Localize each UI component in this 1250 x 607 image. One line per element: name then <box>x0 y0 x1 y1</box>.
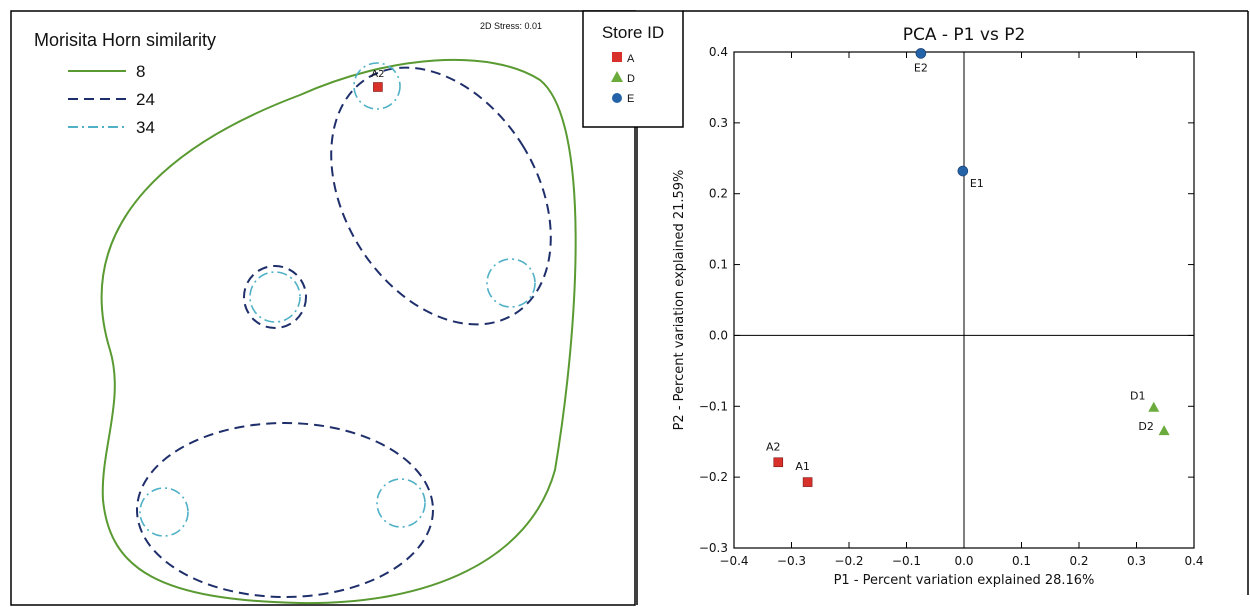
pca-title: PCA - P1 vs P2 <box>903 25 1026 45</box>
cluster-34-E <box>249 271 301 323</box>
pca-xtick-label: 0.2 <box>1069 554 1088 568</box>
cluster-24-E <box>243 265 307 329</box>
cluster-34-A2 <box>353 62 401 110</box>
pca-point-label-D2: D2 <box>1138 420 1153 433</box>
store-legend-marker-E <box>612 93 622 103</box>
mh-legend: 8 24 34 <box>68 62 155 137</box>
pca-point-E1 <box>957 165 969 177</box>
pca-point-label-E2: E2 <box>914 61 928 74</box>
pca-point-label-A2: A2 <box>766 440 781 453</box>
pca-point-D2 <box>1158 425 1170 436</box>
pca-ylabel: P2 - Percent variation explained 21.59% <box>672 170 687 431</box>
pca-ytick-label: 0.1 <box>709 258 728 272</box>
store-legend-title: Store ID <box>602 23 664 42</box>
pca-xlabel: P1 - Percent variation explained 28.16% <box>834 573 1095 588</box>
mh-legend-label-8: 8 <box>136 62 145 81</box>
pca-ytick-label: −0.1 <box>699 399 728 413</box>
pca-xtick-label: 0.3 <box>1127 554 1146 568</box>
pca-xtick-label: −0.1 <box>892 554 921 568</box>
mh-points: A2A1E2E1D2D1 <box>371 69 385 92</box>
pca-ytick-label: 0.0 <box>709 328 728 342</box>
mh-panel-frame <box>10 10 636 606</box>
morisita-horn-panel: Morisita Horn similarity 2D Stress: 0.01… <box>10 10 636 606</box>
mh-stress: 2D Stress: 0.01 <box>480 21 542 31</box>
store-legend-marker-A <box>612 52 622 62</box>
pca-point-E2 <box>915 48 927 59</box>
pca-xtick-label: −0.2 <box>834 554 863 568</box>
mh-legend-label-24: 24 <box>136 90 155 109</box>
pca-xtick-label: 0.4 <box>1184 554 1203 568</box>
mh-point-label-A2: A2 <box>371 69 384 80</box>
pca-panel: PCA - P1 vs P2 −0.4 −0.3 −0.2 −0.1 0.0 0.1 0.2… <box>636 10 1249 605</box>
store-id-legend: Store ID A D E <box>582 10 684 128</box>
store-legend-label-D: D <box>627 73 635 85</box>
cluster-24-D <box>136 422 434 598</box>
pca-ytick-label: 0.2 <box>709 187 728 201</box>
cluster-34-D1 <box>376 478 426 528</box>
pca-ytick-label: −0.3 <box>699 541 728 555</box>
pca-point-A2 <box>773 457 784 468</box>
cluster-34-D2 <box>139 487 189 537</box>
store-legend-box <box>582 10 684 128</box>
mh-legend-label-34: 34 <box>136 118 155 137</box>
pca-xtick-label: −0.3 <box>777 554 806 568</box>
pca-point-label-A1: A1 <box>795 460 810 473</box>
cluster-8-all <box>100 58 577 605</box>
cluster-34-A1 <box>486 258 536 308</box>
pca-axes: −0.4 −0.3 −0.2 −0.1 0.0 0.1 0.2 0.3 0.4−0.3−0.2−… <box>699 45 1204 568</box>
pca-ytick-label: −0.2 <box>699 470 728 484</box>
store-legend-marker-D <box>611 71 623 82</box>
pca-point-A1 <box>802 477 813 487</box>
pca-ytick-label: 0.3 <box>709 116 728 130</box>
mh-point-A2 <box>373 82 383 92</box>
pca-points: E2 E1 D1 D2 A2 A1 <box>766 48 1170 487</box>
pca-point-D1 <box>1148 401 1160 412</box>
store-legend-label-E: E <box>627 93 634 105</box>
pca-ytick-label: 0.4 <box>709 45 728 59</box>
mh-clusters <box>100 58 577 605</box>
pca-xtick-label: −0.4 <box>719 554 748 568</box>
store-legend-label-A: A <box>627 53 635 65</box>
mh-title: Morisita Horn similarity <box>34 30 216 50</box>
pca-xtick-label: 0.1 <box>1012 554 1031 568</box>
pca-xtick-label: 0.0 <box>954 554 973 568</box>
cluster-24-A <box>330 66 552 326</box>
pca-point-label-D1: D1 <box>1130 390 1145 403</box>
pca-point-label-E1: E1 <box>970 177 984 190</box>
